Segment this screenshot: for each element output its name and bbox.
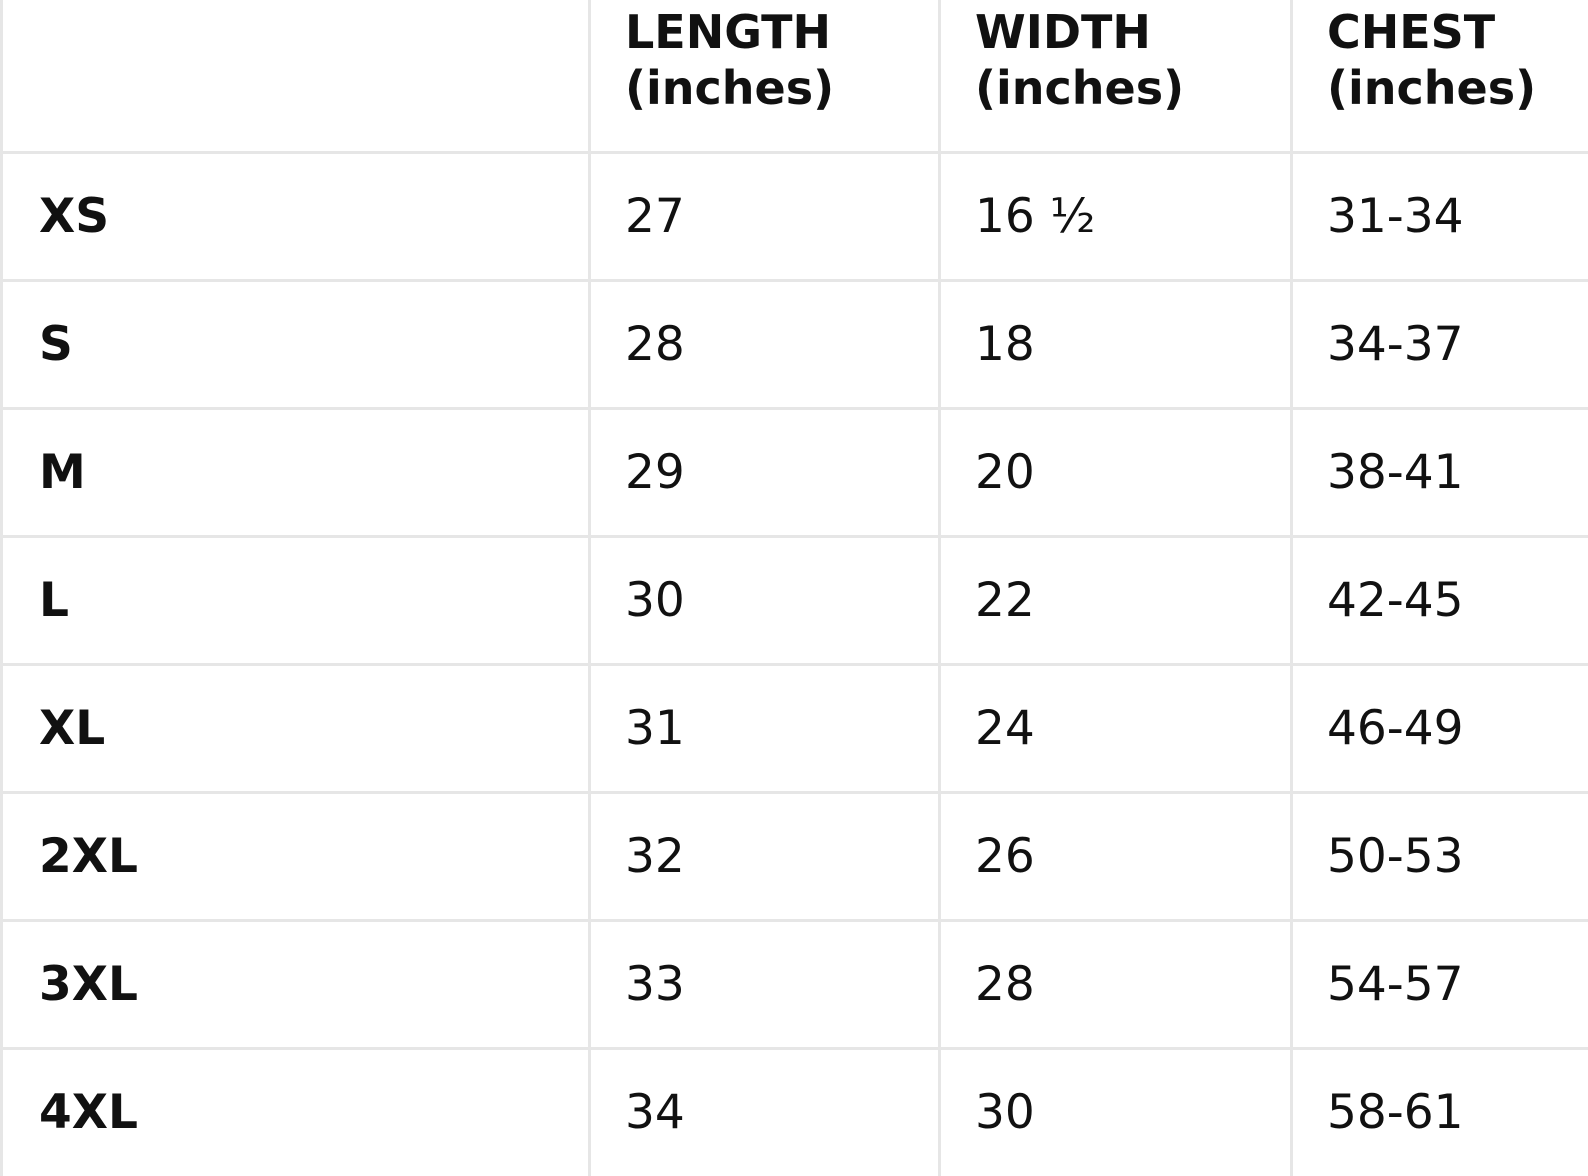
header-width-title: WIDTH	[975, 4, 1290, 60]
header-chest: CHEST (inches)	[1292, 0, 1588, 152]
table-row: S 28 18 34-37	[2, 280, 1588, 408]
chest-cell: 34-37	[1292, 280, 1588, 408]
width-cell: 24	[940, 664, 1292, 792]
size-cell: S	[2, 280, 590, 408]
header-chest-unit: (inches)	[1327, 60, 1588, 116]
header-size	[2, 0, 590, 152]
length-cell: 29	[590, 408, 940, 536]
size-cell: 2XL	[2, 792, 590, 920]
width-cell: 16 ½	[940, 152, 1292, 280]
chest-cell: 42-45	[1292, 536, 1588, 664]
length-cell: 27	[590, 152, 940, 280]
size-cell: XS	[2, 152, 590, 280]
width-cell: 28	[940, 920, 1292, 1048]
width-cell: 30	[940, 1048, 1292, 1176]
length-cell: 31	[590, 664, 940, 792]
table-row: 2XL 32 26 50-53	[2, 792, 1588, 920]
chest-cell: 54-57	[1292, 920, 1588, 1048]
chest-cell: 38-41	[1292, 408, 1588, 536]
chest-cell: 46-49	[1292, 664, 1588, 792]
table-row: 4XL 34 30 58-61	[2, 1048, 1588, 1176]
width-cell: 20	[940, 408, 1292, 536]
chest-cell: 31-34	[1292, 152, 1588, 280]
table-row: XS 27 16 ½ 31-34	[2, 152, 1588, 280]
chest-cell: 58-61	[1292, 1048, 1588, 1176]
size-cell: 3XL	[2, 920, 590, 1048]
table-row: XL 31 24 46-49	[2, 664, 1588, 792]
width-cell: 26	[940, 792, 1292, 920]
header-row: LENGTH (inches) WIDTH (inches) CHEST (in…	[2, 0, 1588, 152]
table-row: L 30 22 42-45	[2, 536, 1588, 664]
header-length-unit: (inches)	[625, 60, 938, 116]
header-length-title: LENGTH	[625, 4, 938, 60]
size-cell: 4XL	[2, 1048, 590, 1176]
length-cell: 28	[590, 280, 940, 408]
table-row: M 29 20 38-41	[2, 408, 1588, 536]
length-cell: 30	[590, 536, 940, 664]
size-cell: XL	[2, 664, 590, 792]
header-length: LENGTH (inches)	[590, 0, 940, 152]
header-chest-title: CHEST	[1327, 4, 1588, 60]
length-cell: 32	[590, 792, 940, 920]
table-row: 3XL 33 28 54-57	[2, 920, 1588, 1048]
width-cell: 18	[940, 280, 1292, 408]
size-cell: M	[2, 408, 590, 536]
header-width: WIDTH (inches)	[940, 0, 1292, 152]
length-cell: 34	[590, 1048, 940, 1176]
size-cell: L	[2, 536, 590, 664]
length-cell: 33	[590, 920, 940, 1048]
chest-cell: 50-53	[1292, 792, 1588, 920]
header-width-unit: (inches)	[975, 60, 1290, 116]
width-cell: 22	[940, 536, 1292, 664]
